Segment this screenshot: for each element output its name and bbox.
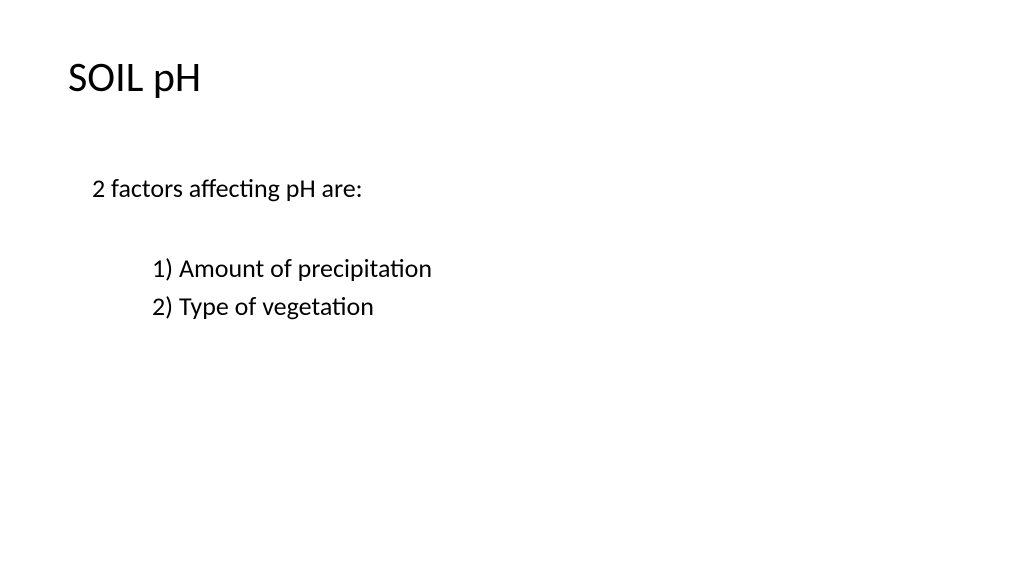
list-item: 1) Amount of precipitation [152, 252, 432, 284]
slide-title: SOIL pH [68, 52, 201, 103]
intro-text: 2 factors affecting pH are: [92, 172, 363, 204]
list-item: 2) Type of vegetation [152, 290, 374, 322]
